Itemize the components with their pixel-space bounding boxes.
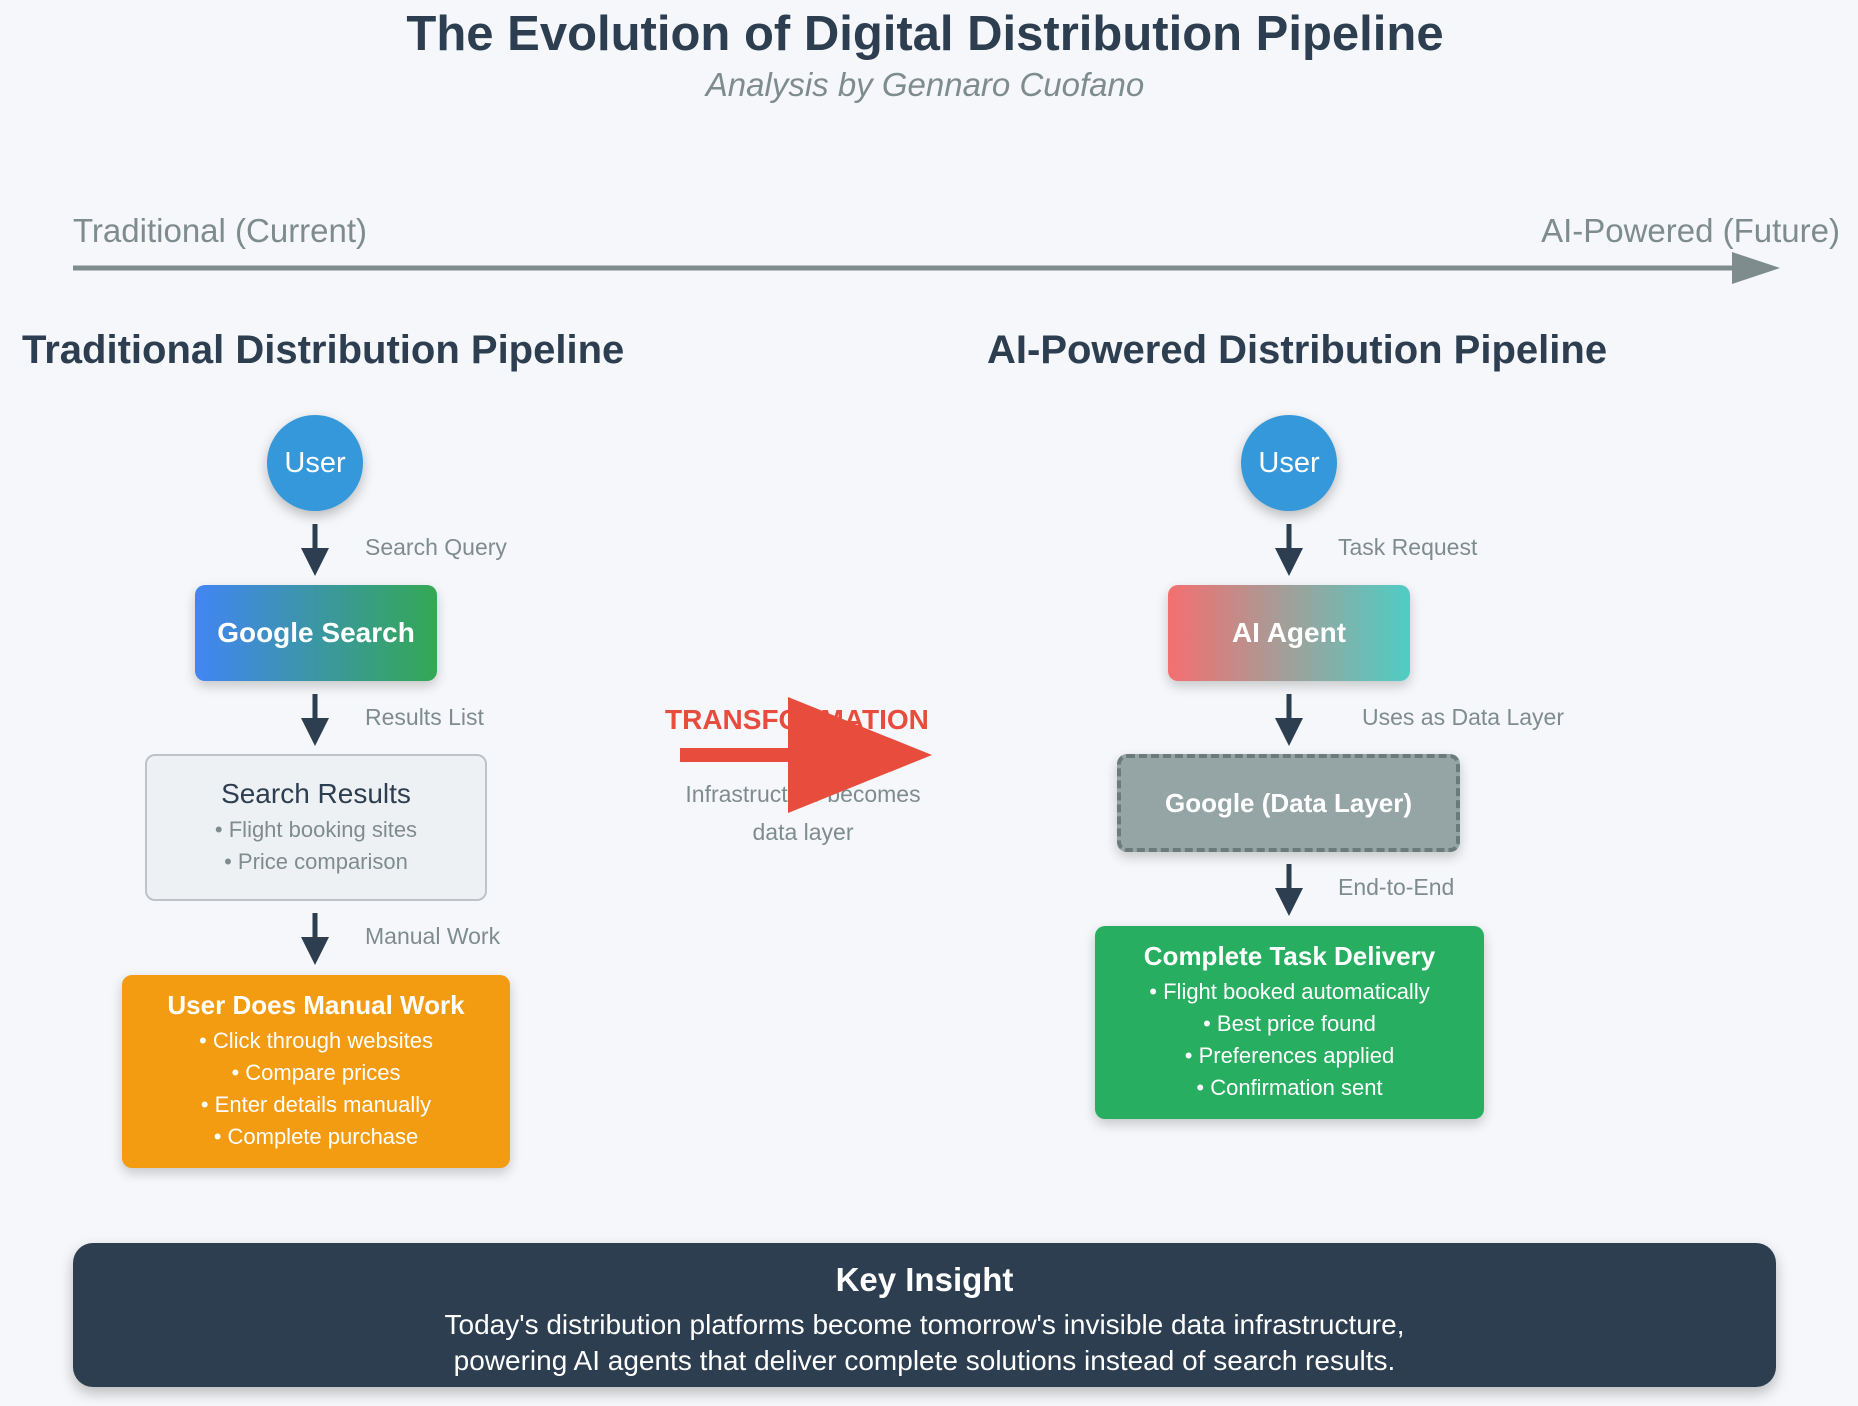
label-search-query: Search Query	[365, 534, 507, 560]
list-item: • Compare prices	[231, 1060, 401, 1085]
timeline-right-label: AI-Powered (Future)	[1541, 212, 1840, 249]
ai-agent-node: AI Agent	[1168, 585, 1410, 681]
page-subtitle: Analysis by Gennaro Cuofano	[705, 66, 1145, 103]
task-delivery-bullets: • Flight booked automatically • Best pri…	[1149, 976, 1429, 1104]
list-item: • Best price found	[1203, 1011, 1376, 1036]
transformation-arrow-icon	[680, 697, 932, 813]
label-end-to-end: End-to-End	[1338, 874, 1455, 900]
manual-work-title: User Does Manual Work	[167, 990, 465, 1020]
list-item: • Complete purchase	[213, 1124, 419, 1149]
flow-arrow-icon	[1275, 524, 1303, 576]
list-item: • Flight booked automatically	[1149, 979, 1430, 1004]
flow-arrow-icon	[301, 913, 329, 965]
timeline-left-label: Traditional (Current)	[73, 212, 368, 249]
search-results-bullets: • Flight booking sites • Price compariso…	[215, 814, 417, 878]
key-insight-text: Today's distribution platforms become to…	[73, 1307, 1776, 1379]
task-delivery-node: Complete Task Delivery • Flight booked a…	[1095, 926, 1484, 1119]
manual-work-node: User Does Manual Work • Click through we…	[122, 975, 510, 1168]
manual-work-bullets: • Click through websites • Compare price…	[199, 1025, 433, 1153]
google-search-label: Google Search	[217, 617, 415, 648]
label-results-list: Results List	[365, 704, 484, 730]
label-uses-as-data-layer: Uses as Data Layer	[1362, 704, 1564, 730]
traditional-section-title: Traditional Distribution Pipeline	[22, 328, 625, 372]
list-item: • Price comparison	[224, 848, 408, 874]
search-results-node: Search Results • Flight booking sites • …	[145, 754, 487, 901]
flow-arrow-icon	[301, 524, 329, 576]
key-insight-panel: Key Insight Today's distribution platfor…	[73, 1243, 1776, 1387]
key-insight-title: Key Insight	[835, 1261, 1014, 1298]
label-manual-work: Manual Work	[365, 923, 501, 949]
list-item: • Flight booking sites	[214, 816, 418, 842]
google-data-layer-label: Google (Data Layer)	[1164, 787, 1413, 818]
flow-arrow-icon	[1275, 694, 1303, 746]
search-results-title: Search Results	[221, 777, 411, 809]
traditional-user-node: User	[267, 415, 363, 511]
list-item: • Confirmation sent	[1196, 1075, 1383, 1100]
task-delivery-title: Complete Task Delivery	[1143, 941, 1436, 971]
list-item: • Preferences applied	[1184, 1043, 1395, 1068]
key-insight-line: Today's distribution platforms become to…	[444, 1309, 1405, 1340]
google-search-node: Google Search	[195, 585, 437, 681]
ai-section-title: AI-Powered Distribution Pipeline	[987, 328, 1608, 372]
list-item: • Click through websites	[199, 1028, 433, 1053]
timeline-arrow	[73, 252, 1780, 284]
list-item: • Enter details manually	[200, 1092, 432, 1117]
ai-user-node: User	[1241, 415, 1337, 511]
flow-arrow-icon	[301, 694, 329, 746]
ai-agent-label: AI Agent	[1231, 617, 1347, 648]
flow-arrow-icon	[1275, 864, 1303, 916]
key-insight-line: powering AI agents that deliver complete…	[453, 1345, 1396, 1376]
page-title: The Evolution of Digital Distribution Pi…	[406, 7, 1444, 61]
google-data-layer-node: Google (Data Layer)	[1117, 754, 1460, 852]
label-task-request: Task Request	[1338, 534, 1478, 560]
